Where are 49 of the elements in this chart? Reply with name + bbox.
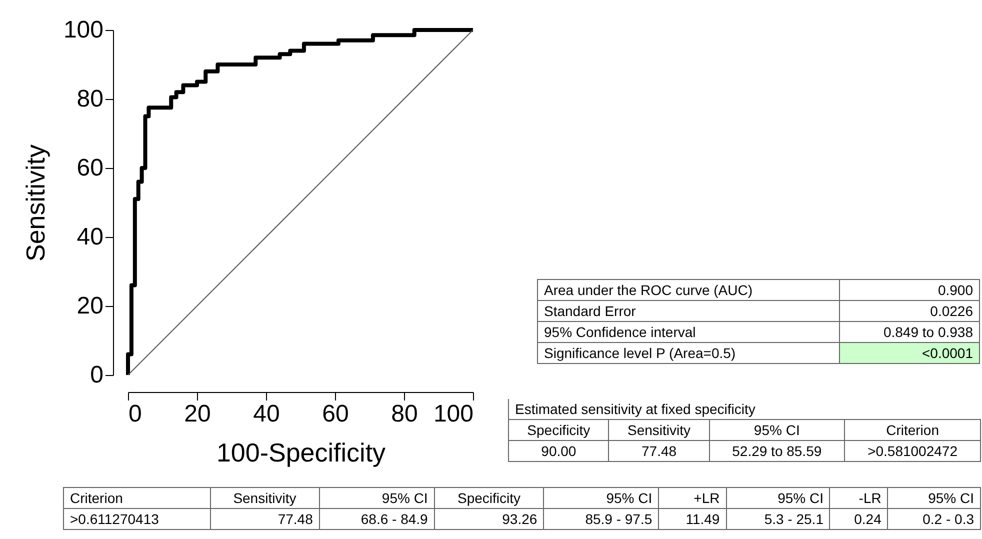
text: <0.0001 — [840, 342, 980, 364]
x-tick-label: 80 — [391, 400, 418, 428]
y-axis-title: Sensitivity — [20, 144, 50, 262]
text: 0.849 to 0.938 — [840, 322, 980, 342]
text: Sensitivity — [608, 420, 710, 440]
x-tick-label: 60 — [322, 400, 349, 428]
text: 68.6 - 84.9 — [319, 508, 434, 530]
x-tick-label: 100 — [433, 400, 474, 428]
text: 95% CI — [544, 488, 659, 508]
text: 0.2 - 0.3 — [888, 508, 980, 530]
text: 90.00 — [508, 440, 609, 462]
text: Area under the ROC curve (AUC) — [538, 280, 840, 300]
x-axis-title: 100-Specificity — [216, 438, 386, 468]
text: -LR — [830, 488, 888, 508]
text: Sensitivity — [210, 488, 320, 508]
y-tick-label: 0 — [90, 362, 104, 388]
x-tick-label: 40 — [253, 400, 280, 428]
text: 77.48 — [608, 440, 710, 462]
text: 0.900 — [840, 280, 980, 300]
y-tick-label: 60 — [76, 154, 104, 182]
text: 95% Confidence interval — [538, 322, 840, 342]
text: 5.3 - 25.1 — [726, 508, 830, 530]
text: 0.24 — [830, 508, 888, 530]
text: 0.0226 — [840, 300, 980, 322]
y-tick-label: 80 — [76, 86, 104, 112]
text: 52.29 to 85.59 — [709, 440, 845, 462]
text: Criterion — [844, 420, 980, 440]
text: >0.581002472 — [844, 440, 980, 462]
text: +LR — [658, 488, 726, 508]
text: 95% CI — [888, 488, 980, 508]
y-tick-label: 100 — [63, 16, 104, 44]
text: 11.49 — [658, 508, 726, 530]
text: Significance level P (Area=0.5) — [538, 342, 840, 364]
text: Criterion — [64, 488, 210, 508]
text: 85.9 - 97.5 — [544, 508, 659, 530]
text: >0.611270413 — [64, 508, 210, 530]
text: 95% CI — [319, 488, 434, 508]
text: 93.26 — [434, 508, 544, 530]
text: Specificity — [508, 420, 609, 440]
text: 95% CI — [709, 420, 845, 440]
text: Standard Error — [538, 300, 840, 322]
text: 95% CI — [726, 488, 830, 508]
y-tick-label: 40 — [76, 224, 104, 250]
x-tick-label: 20 — [184, 400, 211, 428]
x-tick-label: 0 — [128, 400, 142, 428]
text: 77.48 — [210, 508, 320, 530]
text: Estimated sensitivity at fixed specificity — [508, 399, 980, 420]
y-tick-label: 20 — [76, 292, 104, 320]
text: Specificity — [434, 488, 544, 508]
